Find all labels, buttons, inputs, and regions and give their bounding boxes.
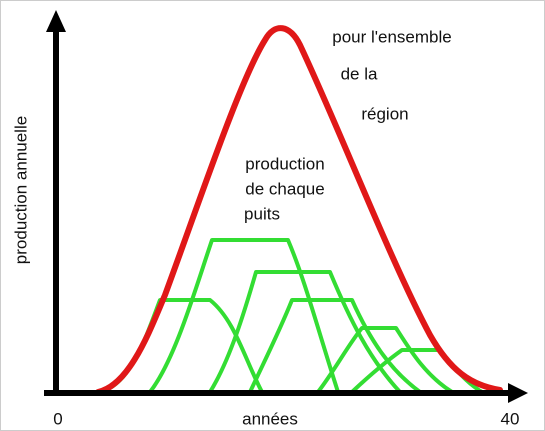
well-label: puits [244,204,280,223]
x-start-label: 0 [53,409,62,428]
well-label: production [245,154,324,173]
x-axis-arrow [508,383,528,403]
y-axis-arrow [46,10,66,32]
x-end-label: 40 [501,409,520,428]
region-label: de la [341,64,378,83]
well-curve [148,238,340,394]
region-curve [95,25,503,395]
region-label: région [361,104,408,123]
region-label: pour l'ensemble [332,27,451,46]
well-curve [208,270,402,394]
well-curve [316,326,454,394]
x-axis-label: années [242,409,298,428]
y-axis-label: production annuelle [11,116,30,264]
well-curve [248,298,422,394]
well-label: de chaque [245,179,324,198]
